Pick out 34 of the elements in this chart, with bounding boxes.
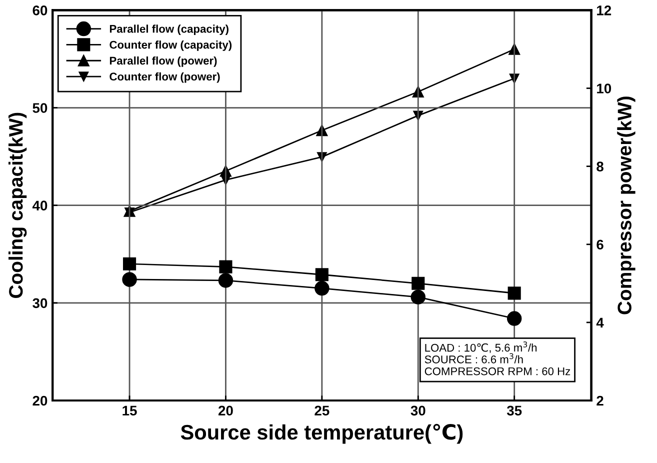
x-tick-label: 20 <box>218 406 233 416</box>
x-tick-label: 15 <box>122 406 137 416</box>
point <box>122 272 137 287</box>
legend-label: Counter flow (power) <box>110 72 220 83</box>
x-tick-label: 25 <box>314 406 330 416</box>
y2-tick-label: 6 <box>596 240 604 250</box>
text: LOAD : 10℃, 5.6 m$^{3}$/h SOURCE : 6.6 m$^{3}$/h COMPRESSOR RPM : 60 Hz <box>424 342 570 376</box>
x-tick-label: 30 <box>410 406 426 416</box>
point <box>508 286 521 300</box>
point <box>122 257 136 270</box>
legend-label: Parallel flow (capacity) <box>110 24 228 35</box>
x-axis-title: Source side temperature(℃) <box>180 424 463 444</box>
point <box>218 273 234 288</box>
legend-label: Counter flow (capacity) <box>110 40 232 51</box>
x-tick-label: 35 <box>506 406 522 416</box>
y2-tick-label: 8 <box>596 162 604 172</box>
y-tick-label: 30 <box>32 298 48 308</box>
y2-tick-label: 12 <box>597 6 612 16</box>
y2-axis-title: Compressor power(kW) <box>617 96 636 314</box>
point <box>315 268 328 282</box>
y-axis-title: Cooling capacit(kW) <box>8 112 27 298</box>
point <box>410 290 426 304</box>
y-tick-label: 40 <box>32 200 48 211</box>
point <box>219 260 232 274</box>
y-tick-label: 50 <box>32 103 48 113</box>
y-tick-label: 20 <box>32 396 48 406</box>
point <box>506 311 522 326</box>
y2-tick-label: 10 <box>597 84 612 94</box>
legend-label: Parallel flow (power) <box>110 56 217 67</box>
point <box>412 276 425 290</box>
point <box>314 280 330 296</box>
y-tick-label: 60 <box>32 6 48 16</box>
y2-tick-label: 2 <box>596 396 604 406</box>
y2-tick-label: 4 <box>596 318 604 328</box>
